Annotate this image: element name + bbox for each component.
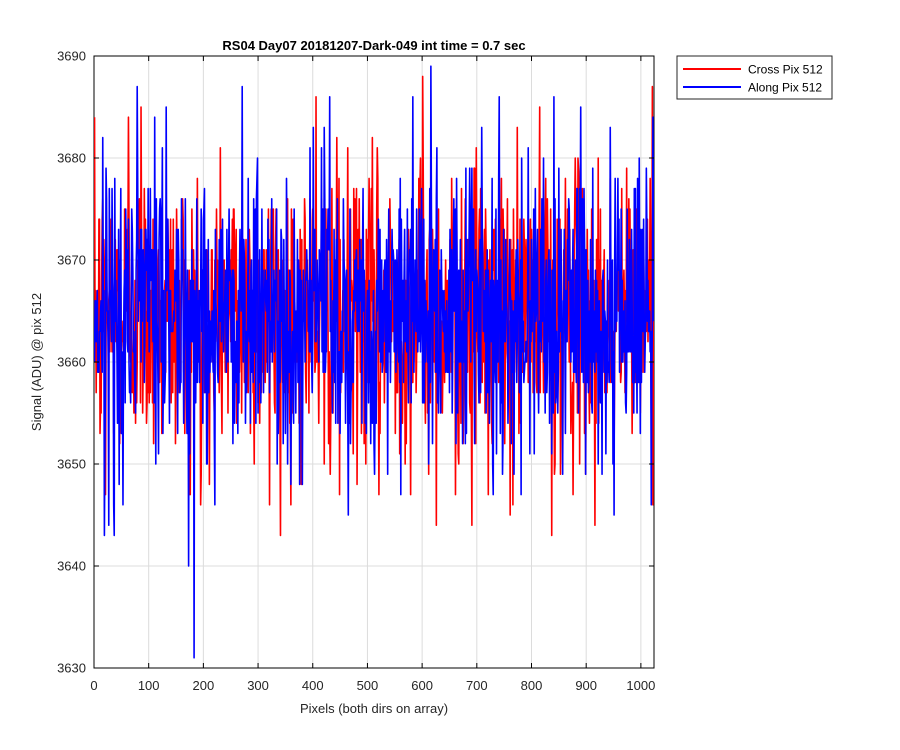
y-tick-label: 3650 xyxy=(57,457,86,472)
x-axis-ticks: 0 100 200 300 400 500 600 700 800 900 1000 xyxy=(90,56,655,693)
y-tick-label: 3680 xyxy=(57,151,86,166)
x-tick-label: 700 xyxy=(466,678,488,693)
chart-title: RS04 Day07 20181207-Dark-049 int time = … xyxy=(222,38,525,53)
x-tick-label: 1000 xyxy=(626,678,655,693)
y-tick-label: 3630 xyxy=(57,661,86,676)
x-tick-label: 200 xyxy=(193,678,215,693)
x-tick-label: 600 xyxy=(411,678,433,693)
x-tick-label: 400 xyxy=(302,678,324,693)
series-layer xyxy=(94,65,654,659)
y-tick-label: 3670 xyxy=(57,253,86,268)
y-tick-label: 3690 xyxy=(57,49,86,64)
x-axis-label: Pixels (both dirs on array) xyxy=(300,701,448,716)
legend-label-along: Along Pix 512 xyxy=(748,81,822,95)
y-axis-ticks: 3630 3640 3650 3660 3670 3680 3690 xyxy=(57,49,654,676)
x-tick-label: 500 xyxy=(357,678,379,693)
y-axis-label: Signal (ADU) @ pix 512 xyxy=(29,293,44,431)
y-tick-label: 3640 xyxy=(57,559,86,574)
y-tick-label: 3660 xyxy=(57,355,86,370)
x-tick-label: 900 xyxy=(575,678,597,693)
x-tick-label: 300 xyxy=(247,678,269,693)
series-line-along-pix xyxy=(94,65,654,659)
x-tick-label: 100 xyxy=(138,678,160,693)
legend: Cross Pix 512 Along Pix 512 xyxy=(676,55,833,100)
x-tick-label: 0 xyxy=(90,678,97,693)
x-tick-label: 800 xyxy=(521,678,543,693)
legend-label-cross: Cross Pix 512 xyxy=(748,63,823,77)
legend-box xyxy=(676,55,833,100)
